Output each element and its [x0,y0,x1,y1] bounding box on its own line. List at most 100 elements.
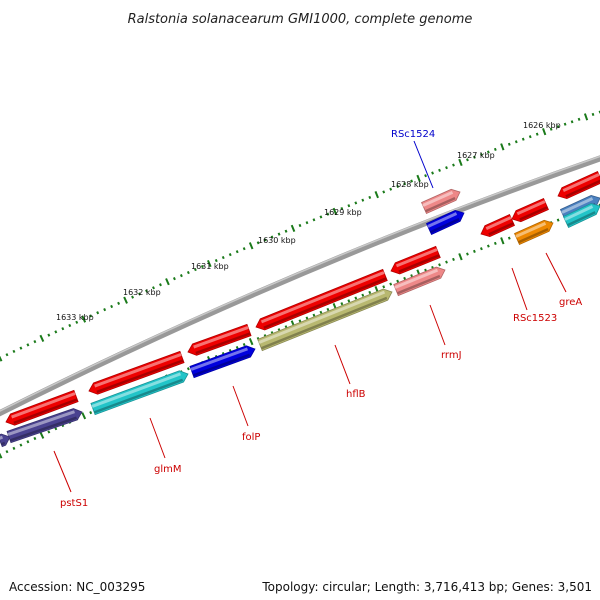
scale-tick [480,153,483,157]
scale-tick [319,215,323,219]
feature-right-3[interactable] [562,203,600,228]
feature-right-1[interactable] [557,171,600,200]
scale-tick [12,349,16,354]
scale-tick [445,260,448,264]
scale-tick [165,278,170,286]
scale-tick [39,431,45,439]
scale-tick [138,292,141,296]
scale-tick [298,319,302,323]
feature-rrmj[interactable] [390,245,441,275]
scale-tick [583,113,589,121]
scale-tick [81,315,87,323]
scale-tick [416,174,421,182]
feature-rrmj-2[interactable] [393,266,446,297]
gene-label-rsc1524[interactable]: RSc1524 [391,129,435,140]
gene-label-grea[interactable]: greA [559,297,582,308]
scale-tick [33,340,37,344]
scale-tick [89,314,93,318]
scale-tick [382,285,386,289]
scale-tick [452,257,455,261]
genome-backbone [0,155,600,417]
scale-tick [235,345,239,350]
gene-label-folp[interactable]: folP [242,432,260,443]
gene-label-rrmj[interactable]: rrmJ [441,350,462,361]
feature-psts1-2[interactable] [0,433,11,448]
map-title: Ralstonia solanacearum GMI1000, complete… [128,12,473,27]
scale-tick [396,279,400,283]
scale-tick [368,290,372,294]
scale-tick [193,267,197,272]
gene-features [0,171,600,448]
scale-tick [54,330,58,334]
scale-tick [507,142,511,146]
scale-tick [179,274,183,278]
scale-tick [12,446,16,450]
scale-tick [305,316,309,320]
scale-tick [152,286,155,290]
scale-tick [556,218,560,222]
scale-tick [39,334,45,342]
scale-tick [361,198,365,202]
feature-rsc1523-2[interactable] [511,197,549,223]
scale-tick [445,166,448,170]
scale-tick [263,238,267,242]
scale-tick [270,235,274,239]
scale-tick [89,410,93,415]
scale-tick [186,270,190,275]
tick-label-1629: 1629 kbp [324,208,362,217]
scale-tick [347,204,351,208]
feature-rsc1524-2[interactable] [425,210,465,235]
gene-label-rsc1523[interactable]: RSc1523 [513,313,557,324]
scale-tick [235,250,239,254]
scale-tick [290,224,296,232]
scale-tick [277,232,281,236]
tick-label-1626: 1626 kbp [523,121,561,130]
scale-tick [54,427,58,431]
scale-tick [549,127,553,131]
feature-hflb[interactable] [255,268,388,331]
scale-tick [431,171,434,175]
feature-grea[interactable] [514,219,554,246]
scale-tick [389,187,393,191]
scale-tick [458,253,463,261]
feature-folp-2[interactable] [189,345,256,379]
scale-tick [438,168,441,172]
feature-slate[interactable] [6,408,83,444]
scale-tick [103,308,107,312]
scale-tick [361,293,365,297]
scale-tick [500,237,505,245]
genome-summary-text: Topology: circular; Length: 3,716,413 bp… [262,580,592,594]
scale-tick [26,440,30,444]
scale-tick [200,264,204,269]
scale-tick [5,450,9,454]
scale-tick [577,117,581,121]
scale-tick [131,295,135,299]
feature-rsc1524[interactable] [421,188,461,215]
scale-tick [256,241,260,245]
scale-tick [68,323,72,328]
gene-label-hflb[interactable]: hflB [346,389,366,400]
scale-tick [563,122,567,126]
tick-label-1632: 1632 kbp [123,288,161,297]
scale-tick [81,412,87,420]
scale-tick [396,184,400,189]
feature-psts1[interactable] [5,389,79,426]
scale-tick [75,320,79,324]
scale-tick [19,346,23,350]
gene-label-glmm[interactable]: glmM [154,464,182,475]
feature-rsc1523[interactable] [480,214,515,238]
scale-tick [145,289,148,293]
gene-label-psts1[interactable]: pstS1 [60,498,88,509]
scale-tick [473,249,476,253]
accession-text: Accession: NC_003295 [9,580,146,594]
scale-tick [340,206,344,211]
feature-glmm-2[interactable] [90,370,189,416]
label-leaders [53,140,567,493]
scale-ticks-outer [0,110,600,362]
feature-hflb-2[interactable] [257,288,393,352]
scale-tick [521,137,525,141]
feature-glmm[interactable] [88,350,185,395]
scale-tick [332,207,338,215]
feature-folp[interactable] [187,323,252,356]
